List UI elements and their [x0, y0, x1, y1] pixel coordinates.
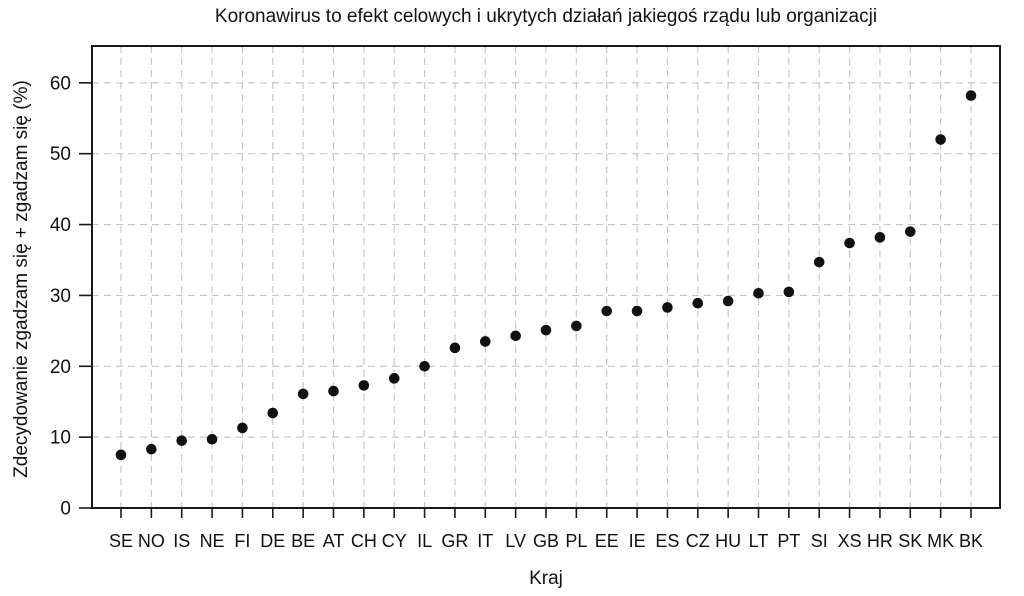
- tick-label-x-DE: DE: [260, 531, 285, 551]
- tick-label-x-AT: AT: [323, 531, 345, 551]
- tick-label-x-CH: CH: [351, 531, 377, 551]
- data-point-FI: [237, 422, 248, 434]
- data-point-CZ: [692, 297, 704, 309]
- tick-label-y-10: 10: [50, 428, 71, 449]
- data-point-DE: [267, 407, 279, 419]
- data-point-GB: [540, 324, 552, 336]
- data-point-NO: [146, 443, 157, 455]
- data-point-CH: [358, 380, 370, 391]
- tick-label-y-40: 40: [50, 215, 71, 236]
- tick-label-x-IL: IL: [417, 531, 432, 551]
- data-point-NE: [206, 433, 218, 445]
- tick-label-x-EE: EE: [595, 531, 619, 551]
- tick-label-x-XS: XS: [838, 531, 862, 551]
- data-point-BK: [965, 90, 977, 101]
- tick-label-x-GB: GB: [533, 531, 559, 551]
- tick-label-x-SE: SE: [109, 531, 133, 551]
- tick-label-y-60: 60: [50, 73, 71, 94]
- data-point-AT: [328, 385, 339, 397]
- data-point-XS: [844, 237, 855, 249]
- tick-label-x-LV: LV: [505, 531, 526, 551]
- data-point-HR: [874, 232, 886, 243]
- tick-label-x-IT: IT: [477, 531, 493, 551]
- tick-label-x-ES: ES: [655, 531, 679, 551]
- tick-label-x-BK: BK: [959, 531, 983, 551]
- data-point-IL: [419, 360, 430, 372]
- tick-label-x-MK: MK: [927, 531, 954, 551]
- data-point-MK: [935, 134, 946, 145]
- tick-label-x-CZ: CZ: [686, 531, 710, 551]
- tick-label-x-IE: IE: [629, 531, 646, 551]
- data-point-IE: [631, 305, 643, 317]
- data-point-CY: [388, 373, 400, 384]
- y-axis-label: Zdecydowanie zgadzam się + zgadzam się (…: [11, 80, 32, 478]
- data-point-LT: [753, 287, 764, 299]
- data-point-EE: [601, 305, 613, 317]
- data-point-PT: [783, 286, 795, 298]
- tick-label-y-20: 20: [50, 357, 71, 378]
- tick-label-x-SI: SI: [811, 531, 828, 551]
- data-point-SE: [115, 449, 127, 461]
- chart-title: Koronawirus to efekt celowych i ukrytych…: [214, 6, 878, 27]
- data-point-HU: [722, 295, 734, 307]
- tick-label-y-30: 30: [50, 286, 71, 307]
- tick-label-x-PL: PL: [565, 531, 587, 551]
- tick-label-x-CY: CY: [382, 531, 407, 551]
- data-point-GR: [449, 342, 461, 354]
- tick-label-x-BE: BE: [291, 531, 315, 551]
- tick-label-x-LT: LT: [749, 531, 769, 551]
- data-point-LV: [510, 330, 521, 342]
- tick-label-y-0: 0: [60, 499, 71, 520]
- tick-label-x-NO: NO: [138, 531, 165, 551]
- data-point-SI: [813, 256, 825, 268]
- tick-label-x-FI: FI: [234, 531, 250, 551]
- data-point-BE: [297, 388, 309, 400]
- tick-label-x-GR: GR: [441, 531, 468, 551]
- data-point-IS: [176, 435, 188, 446]
- x-axis-label: Kraj: [529, 568, 563, 589]
- tick-label-y-50: 50: [50, 144, 71, 165]
- tick-label-x-SK: SK: [898, 531, 922, 551]
- data-point-PL: [571, 320, 582, 332]
- tick-label-x-HU: HU: [715, 531, 741, 551]
- data-point-ES: [662, 302, 673, 313]
- data-point-SK: [904, 226, 916, 237]
- tick-label-x-HR: HR: [867, 531, 893, 551]
- tick-label-x-PT: PT: [777, 531, 800, 551]
- tick-label-x-NE: NE: [200, 531, 225, 551]
- tick-label-x-IS: IS: [173, 531, 190, 551]
- data-point-IT: [479, 336, 491, 347]
